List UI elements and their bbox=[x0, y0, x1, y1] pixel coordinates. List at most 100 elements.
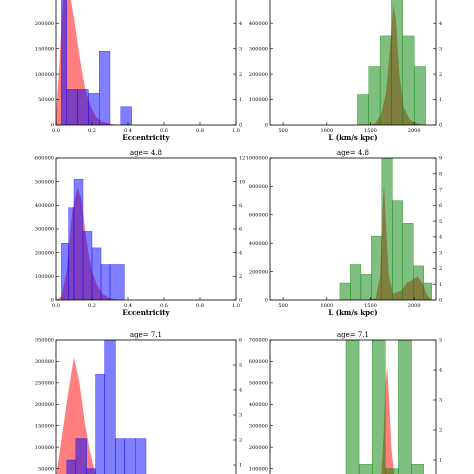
y-tick-label: 600000 bbox=[35, 156, 54, 162]
y-right-tick-label: 3 bbox=[239, 46, 242, 52]
y-right-tick-label: 4 bbox=[239, 21, 242, 27]
histogram-bar bbox=[411, 464, 424, 474]
y-tick-label: 400000 bbox=[249, 21, 268, 27]
y-right-tick-label: 4 bbox=[439, 235, 442, 241]
histogram-bar bbox=[98, 51, 111, 125]
y-right-tick-label: 8 bbox=[239, 203, 242, 209]
histogram-bar bbox=[402, 223, 414, 300]
panel-title: age= 7.1 bbox=[130, 331, 162, 339]
histogram-bar bbox=[398, 340, 412, 474]
histogram-bar bbox=[357, 94, 369, 125]
panel-title: age= 4.8 bbox=[337, 149, 369, 157]
x-axis-label: Eccentricity bbox=[122, 308, 170, 317]
y-tick-label: 100000 bbox=[35, 72, 54, 78]
y-tick-label: 100000 bbox=[35, 445, 54, 451]
plot-frame bbox=[269, 157, 437, 301]
x-tick-label: 500 bbox=[278, 128, 288, 134]
x-tick-label: 0.4 bbox=[124, 303, 132, 309]
x-tick-label: 0.0 bbox=[52, 128, 60, 134]
y-right-tick-label: 4 bbox=[239, 388, 242, 394]
histogram-bar bbox=[414, 66, 426, 125]
y-right-tick-label: 4 bbox=[439, 21, 442, 27]
histogram-bar bbox=[68, 207, 75, 300]
y-tick-label: 300000 bbox=[35, 359, 54, 365]
x-tick-label: 2000 bbox=[408, 128, 421, 134]
x-axis-label: L (km/s kpc) bbox=[328, 133, 377, 142]
y-right-tick-label: 3 bbox=[439, 46, 442, 52]
plot-frame bbox=[55, 0, 237, 126]
y-tick-label: 50000 bbox=[38, 466, 54, 472]
y-tick-label: 0 bbox=[51, 298, 54, 304]
plot-frame bbox=[269, 0, 437, 126]
histogram-bar bbox=[134, 438, 147, 474]
x-axis-label: Eccentricity bbox=[122, 133, 170, 142]
y-right-tick-label: 12 bbox=[239, 156, 245, 162]
histogram-bar bbox=[66, 459, 77, 474]
y-right-tick-label: 4 bbox=[239, 250, 242, 256]
histogram-bar bbox=[61, 242, 69, 300]
x-tick-label: 1000 bbox=[320, 128, 333, 134]
y-tick-label: 300000 bbox=[249, 46, 268, 52]
y-tick-label: 400000 bbox=[249, 402, 268, 408]
y-right-tick-label: 2 bbox=[239, 438, 242, 444]
panel-2: 0 100000 200000 300000 400000 0 1 2 3 4 500 1000 150… bbox=[249, 0, 442, 142]
y-right-tick-label: 3 bbox=[439, 398, 442, 404]
histogram-bar bbox=[360, 274, 372, 300]
y-tick-label: 100000 bbox=[249, 97, 268, 103]
plot-area bbox=[339, 158, 432, 300]
plot-area bbox=[56, 179, 125, 300]
histogram-bar bbox=[73, 179, 84, 300]
plot-area bbox=[56, 340, 147, 474]
x-tick-label: 0.0 bbox=[52, 303, 60, 309]
y-right-tick-label: 5 bbox=[239, 363, 242, 369]
histogram-bar bbox=[91, 247, 102, 300]
histogram-bar bbox=[371, 235, 382, 300]
y-tick-label: 0 bbox=[265, 298, 268, 304]
y-tick-label: 500000 bbox=[35, 179, 54, 185]
y-right-tick-label: 5 bbox=[439, 338, 442, 344]
y-right-tick-label: 1 bbox=[439, 282, 442, 288]
y-tick-label: 600000 bbox=[249, 359, 268, 365]
x-tick-label: 0.2 bbox=[88, 303, 96, 309]
panel-3: 0 100000 200000 300000 400000 500000 600000 0 2 4… bbox=[35, 149, 245, 317]
y-right-tick-label: 0 bbox=[439, 123, 442, 129]
y-tick-label: 100000 bbox=[35, 274, 54, 280]
histogram-bar bbox=[391, 0, 403, 125]
y-right-tick-label: 5 bbox=[439, 219, 442, 225]
y-tick-label: 800000 bbox=[249, 184, 268, 190]
y-tick-label: 150000 bbox=[35, 46, 54, 52]
histogram-bar bbox=[350, 264, 362, 300]
y-tick-label: 200000 bbox=[249, 72, 268, 78]
x-tick-label: 0.8 bbox=[196, 128, 204, 134]
x-tick-label: 1500 bbox=[364, 128, 377, 134]
y-right-tick-label: 1 bbox=[439, 458, 442, 464]
y-right-tick-label: 6 bbox=[239, 338, 242, 344]
y-right-tick-label: 0 bbox=[239, 298, 242, 304]
y-right-tick-label: 2 bbox=[239, 274, 242, 280]
y-right-tick-label: 1 bbox=[439, 97, 442, 103]
x-tick-label: 1000 bbox=[320, 303, 333, 309]
y-right-tick-label: 4 bbox=[439, 368, 442, 374]
y-tick-label: 150000 bbox=[35, 423, 54, 429]
y-tick-label: 400000 bbox=[35, 203, 54, 209]
histogram-bar bbox=[66, 89, 78, 125]
histogram-bar bbox=[109, 264, 125, 300]
histogram-bar bbox=[124, 438, 136, 474]
y-tick-label: 300000 bbox=[35, 227, 54, 233]
y-right-tick-label: 2 bbox=[439, 266, 442, 272]
panel-title: age= 4.8 bbox=[130, 149, 162, 157]
histogram-bar bbox=[381, 158, 393, 300]
histogram-bar bbox=[345, 340, 360, 474]
histogram-bar bbox=[75, 438, 87, 474]
y-tick-label: 200000 bbox=[35, 250, 54, 256]
histogram-bar bbox=[339, 282, 351, 300]
y-tick-label: 200000 bbox=[249, 445, 268, 451]
y-tick-label: 350000 bbox=[35, 338, 54, 344]
histogram-bar bbox=[100, 264, 111, 300]
plot-frame bbox=[269, 339, 437, 474]
y-right-tick-label: 9 bbox=[439, 156, 442, 162]
y-tick-label: 0 bbox=[51, 123, 54, 129]
y-right-tick-label: 10 bbox=[239, 179, 245, 185]
histogram-bar bbox=[86, 468, 96, 474]
